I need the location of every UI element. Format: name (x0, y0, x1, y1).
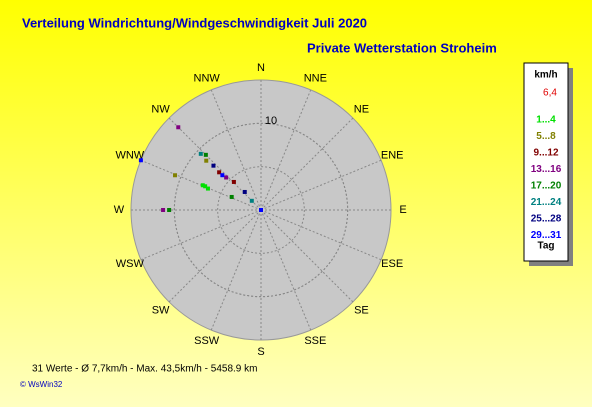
spoke (260, 117, 354, 211)
legend-footer: Tag (537, 241, 554, 252)
legend-box (523, 62, 569, 262)
data-point (249, 198, 254, 203)
grid-ring (173, 122, 349, 298)
legend-entry: 17...20 (531, 181, 562, 192)
direction-label: WSW (116, 258, 145, 270)
chart-title: Verteilung Windrichtung/Windgeschwindigk… (22, 15, 367, 30)
legend-entry: 1...4 (536, 115, 556, 126)
direction-label: SSW (194, 335, 220, 347)
data-point (173, 173, 178, 178)
data-point (217, 170, 222, 175)
spoke (260, 209, 312, 331)
direction-label: SW (152, 304, 170, 316)
legend-current: 6,4 (543, 88, 557, 99)
data-point (198, 151, 203, 156)
direction-label: WNW (115, 150, 144, 162)
direction-label: ESE (381, 258, 403, 270)
legend-entry: 21...24 (531, 197, 562, 208)
data-point (203, 184, 208, 189)
direction-label: E (399, 204, 406, 216)
data-point (200, 183, 205, 188)
data-point (167, 208, 172, 212)
legend-entry: 5...8 (536, 131, 556, 142)
direction-label: N (257, 62, 265, 74)
spoke (260, 209, 354, 303)
data-point (242, 189, 247, 194)
data-point (205, 186, 210, 191)
legend-entry: 25...28 (531, 214, 562, 225)
data-point (138, 158, 143, 163)
data-point (204, 158, 209, 163)
spoke (168, 209, 262, 303)
data-point (176, 125, 181, 130)
legend-entry: 13...16 (531, 164, 562, 175)
direction-label: NNE (304, 73, 327, 85)
legend-title: km/h (534, 70, 557, 81)
direction-label: NE (354, 103, 369, 115)
spoke (210, 209, 262, 331)
direction-label: SE (354, 304, 369, 316)
legend-entry: 29...31 (531, 230, 562, 241)
data-point (231, 179, 236, 184)
spoke (260, 159, 382, 211)
spoke (210, 89, 262, 211)
footer: 31 Werte - Ø 7,7km/h - Max. 43,5km/h - 5… (32, 364, 257, 375)
direction-label: ENE (381, 150, 404, 162)
ring (217, 166, 305, 254)
direction-label: NW (151, 103, 170, 115)
data-point (203, 152, 208, 157)
data-point (161, 208, 166, 212)
legend-entry: 9...12 (533, 148, 558, 159)
data-point (224, 175, 229, 180)
direction-label: NNW (194, 73, 221, 85)
chart-subtitle: Private Wetterstation Stroheim (307, 40, 497, 55)
spoke (140, 209, 262, 261)
data-point (229, 194, 234, 199)
direction-label: W (114, 204, 125, 216)
r-tick-label: 10 (265, 115, 277, 127)
spoke (260, 209, 382, 261)
data-point (220, 173, 225, 178)
direction-label: S (257, 346, 264, 358)
direction-label: SSE (304, 335, 326, 347)
data-point (211, 163, 216, 168)
copyright: © WsWin32 (20, 380, 63, 389)
data-point (259, 208, 263, 212)
spoke (260, 89, 312, 211)
